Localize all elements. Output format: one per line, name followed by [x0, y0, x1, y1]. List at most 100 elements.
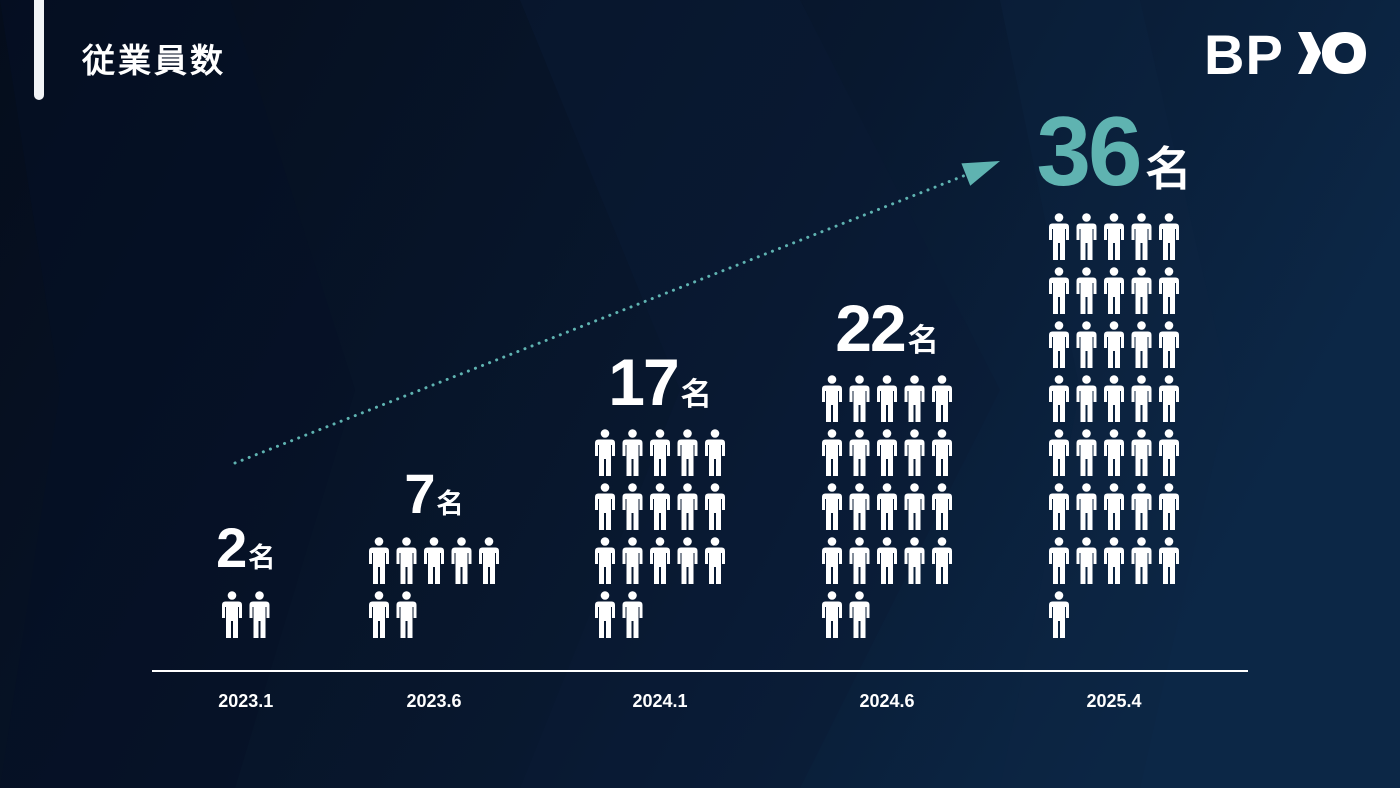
person-icon — [249, 591, 270, 638]
person-icon — [369, 537, 389, 584]
person-icon — [932, 537, 952, 584]
svg-text:BP: BP — [1204, 28, 1284, 78]
person-icon — [595, 537, 615, 584]
person-icon — [1131, 375, 1152, 422]
person-icon — [595, 591, 615, 638]
person-icon — [1131, 213, 1152, 260]
person-icon — [650, 537, 670, 584]
x-tick-label: 2023.6 — [406, 691, 461, 711]
value-number: 17 — [608, 345, 677, 419]
person-icon — [904, 537, 925, 584]
bar-2023.6 — [369, 537, 499, 638]
company-logo: BP — [1204, 28, 1366, 78]
person-icon — [932, 375, 952, 422]
person-icon — [849, 537, 870, 584]
person-icon — [1131, 537, 1152, 584]
person-icon — [1104, 213, 1124, 260]
person-icon — [1076, 375, 1097, 422]
x-tick-label: 2023.1 — [218, 691, 273, 711]
person-icon — [1049, 213, 1069, 260]
person-icon — [479, 537, 499, 584]
person-icon — [1159, 537, 1179, 584]
value-number: 7 — [404, 462, 433, 525]
value-label: 22名 — [835, 291, 938, 365]
x-tick-label: 2024.1 — [632, 691, 687, 711]
person-icon — [877, 375, 897, 422]
person-icon — [1104, 321, 1124, 368]
person-icon — [1159, 267, 1179, 314]
value-unit: 名 — [908, 323, 939, 358]
value-number: 36 — [1036, 96, 1139, 206]
person-icon — [1159, 321, 1179, 368]
person-icon — [369, 591, 389, 638]
person-icon — [822, 429, 842, 476]
person-icon — [877, 483, 897, 530]
person-icon — [677, 483, 698, 530]
value-unit: 名 — [1146, 143, 1192, 195]
bar-2025.4 — [1049, 213, 1179, 638]
page-title: 従業員数 — [82, 41, 226, 80]
value-label: 17名 — [608, 345, 711, 419]
person-icon — [822, 375, 842, 422]
person-icon — [1076, 483, 1097, 530]
person-icon — [904, 483, 925, 530]
person-icon — [1049, 591, 1069, 638]
person-icon — [451, 537, 472, 584]
person-icon — [650, 429, 670, 476]
value-unit: 名 — [437, 488, 464, 519]
person-icon — [877, 429, 897, 476]
bar-2024.6 — [822, 375, 952, 638]
person-icon — [849, 429, 870, 476]
person-icon — [705, 537, 725, 584]
person-icon — [1076, 213, 1097, 260]
person-icon — [396, 537, 417, 584]
person-icon — [822, 483, 842, 530]
person-icon — [932, 483, 952, 530]
x-tick-label: 2025.4 — [1086, 691, 1141, 711]
person-icon — [1076, 267, 1097, 314]
person-icon — [1076, 321, 1097, 368]
bar-2023.1 — [222, 591, 270, 638]
person-icon — [904, 429, 925, 476]
person-icon — [595, 483, 615, 530]
person-icon — [1104, 429, 1124, 476]
value-unit: 名 — [681, 377, 712, 412]
person-icon — [1104, 267, 1124, 314]
person-icon — [1131, 267, 1152, 314]
person-icon — [622, 591, 643, 638]
person-icon — [904, 375, 925, 422]
person-icon — [1049, 483, 1069, 530]
person-icon — [1131, 429, 1152, 476]
person-icon — [622, 483, 643, 530]
title-accent-bar — [34, 0, 44, 100]
person-icon — [650, 483, 670, 530]
person-icon — [705, 429, 725, 476]
person-icon — [822, 537, 842, 584]
person-icon — [1131, 321, 1152, 368]
person-icon — [622, 429, 643, 476]
person-icon — [849, 483, 870, 530]
person-icon — [1104, 483, 1124, 530]
person-icon — [822, 591, 842, 638]
person-icon — [424, 537, 444, 584]
person-icon — [849, 375, 870, 422]
person-icon — [1049, 537, 1069, 584]
value-number: 22 — [835, 291, 905, 365]
person-icon — [877, 537, 897, 584]
person-icon — [1049, 267, 1069, 314]
person-icon — [1131, 483, 1152, 530]
person-icon — [932, 429, 952, 476]
person-icon — [396, 591, 417, 638]
person-icon — [1159, 213, 1179, 260]
person-icon — [622, 537, 643, 584]
person-icon — [222, 591, 242, 638]
person-icon — [1076, 429, 1097, 476]
person-icon — [1049, 321, 1069, 368]
person-icon — [849, 591, 870, 638]
person-icon — [1076, 537, 1097, 584]
trend-arrow-head — [961, 161, 1000, 186]
person-icon — [1159, 375, 1179, 422]
bar-2024.1 — [595, 429, 725, 638]
